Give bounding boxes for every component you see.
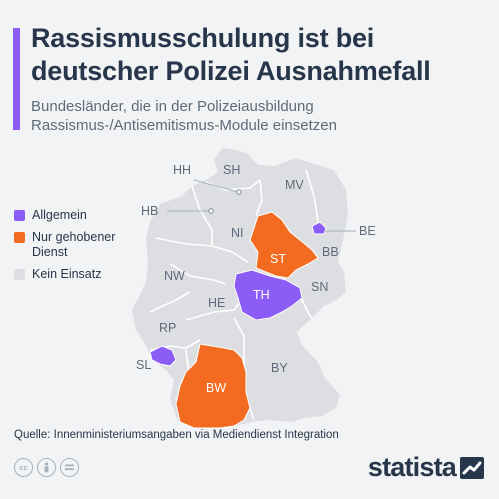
state-bw-area[interactable] [175, 343, 251, 429]
label-be: BE [359, 224, 376, 238]
statista-mark-icon [460, 456, 484, 479]
label-by: BY [271, 361, 288, 375]
state-th-area[interactable] [233, 269, 303, 321]
cc-icon[interactable]: cc [14, 458, 33, 477]
label-sh: SH [223, 163, 240, 177]
hh-leader-line [193, 179, 239, 193]
legend-swatch-gehoben [14, 232, 25, 243]
brand-name: statista [367, 452, 457, 482]
label-he: HE [208, 296, 225, 310]
label-sl: SL [136, 358, 151, 372]
legend-label: Kein Einsatz [32, 267, 102, 281]
page-subtitle: Bundesländer, die in der Polizeiausbildu… [31, 98, 337, 134]
legend-item-gehoben: Nur gehobener Dienst [14, 230, 137, 260]
label-rp: RP [159, 321, 176, 335]
page-title: Rassismusschulung ist bei deutscher Poli… [31, 23, 431, 86]
legend-item-allgemein: Allgemein [14, 208, 137, 223]
label-th: TH [253, 288, 270, 302]
label-mv: MV [285, 178, 304, 192]
label-hb: HB [141, 204, 158, 218]
legend-label: Allgemein [32, 208, 87, 222]
label-bb: BB [322, 245, 339, 259]
state-st-area[interactable] [249, 211, 319, 279]
legend-swatch-allgemein [14, 210, 25, 221]
nd-icon[interactable] [60, 458, 79, 477]
legend-label: Nur gehobener Dienst [32, 230, 116, 259]
label-st: ST [270, 252, 286, 266]
label-ni: NI [231, 226, 244, 240]
label-hh: HH [173, 163, 191, 177]
label-sn: SN [311, 280, 328, 294]
hb-marker[interactable] [208, 208, 214, 214]
source-note: Quelle: Innenministeriumsangaben via Med… [14, 429, 339, 441]
legend-swatch-kein [14, 269, 25, 280]
hh-marker[interactable] [236, 189, 242, 195]
label-nw: NW [164, 269, 185, 283]
by-icon[interactable] [37, 458, 56, 477]
statista-logo[interactable]: statista [368, 452, 484, 483]
legend-item-kein: Kein Einsatz [14, 267, 137, 282]
accent-bar [13, 28, 20, 130]
state-sl-area[interactable] [149, 345, 177, 367]
legend: Allgemein Nur gehobener Dienst Kein Eins… [14, 208, 137, 289]
label-bw: BW [206, 381, 226, 395]
license-icons: cc [14, 458, 79, 477]
